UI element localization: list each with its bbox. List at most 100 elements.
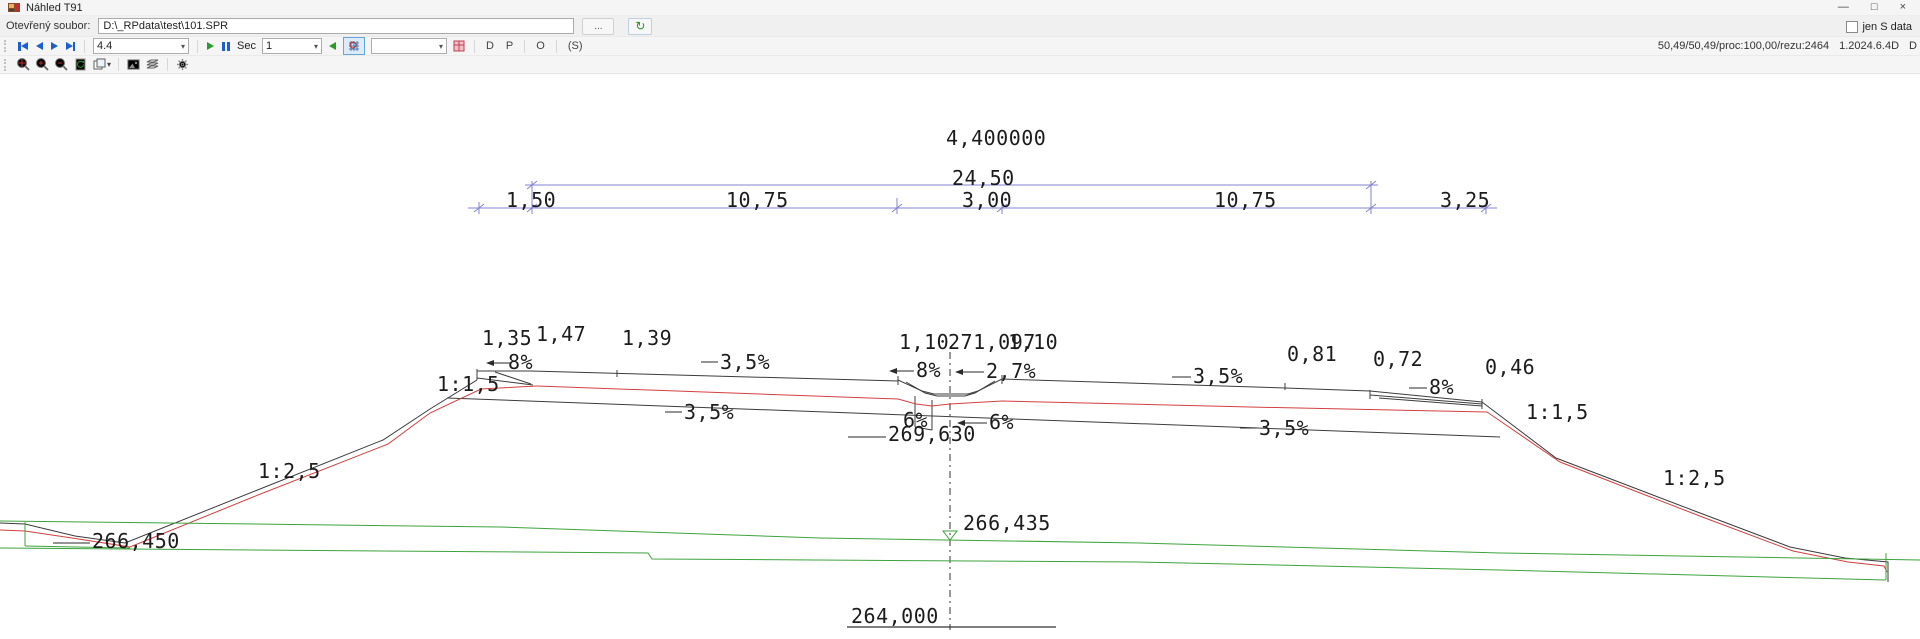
elev-datum: 264,000 <box>851 604 939 628</box>
copy-view-button[interactable] <box>91 57 108 73</box>
settings-button[interactable] <box>174 57 191 73</box>
dim-seg-4: 10,75 <box>1214 188 1277 212</box>
refresh-button[interactable] <box>72 57 89 73</box>
slope-pav-right-bot: 3,5% <box>1259 416 1310 440</box>
table-red-icon-button[interactable] <box>451 38 468 54</box>
terrain-level-marker <box>941 530 959 541</box>
chevron-down-icon: ▾ <box>313 41 318 51</box>
chevron-down-icon: ▾ <box>438 41 443 51</box>
status-version: 1.2024.6.4D <box>1839 40 1900 52</box>
gear-icon <box>177 59 189 70</box>
last-section-button[interactable] <box>65 41 75 51</box>
status-position: 50,49/50,49/proc:100,00/rezu:2464 <box>1657 40 1830 52</box>
dim-seg-2: 10,75 <box>726 188 789 212</box>
slope-drain-right: 6% <box>989 410 1015 434</box>
width-left-a: 1,35 <box>482 326 533 350</box>
dim-seg-5: 3,25 <box>1440 188 1491 212</box>
elev-terrain-axis: 266,435 <box>963 511 1051 535</box>
zoom-extents-icon <box>17 58 30 71</box>
layers-button[interactable] <box>144 57 161 73</box>
reload-button[interactable]: ↻ <box>628 17 653 35</box>
slope-verge-left: 8% <box>508 350 534 374</box>
copy-view-icon <box>93 58 106 70</box>
s-button[interactable]: (S) <box>567 40 583 52</box>
play-button[interactable] <box>207 42 214 50</box>
width-left-b: 1,47 <box>536 322 587 346</box>
toolbar-grip <box>4 58 9 71</box>
refresh-icon <box>75 58 86 71</box>
separator <box>197 39 198 53</box>
separator <box>473 39 475 53</box>
separator <box>84 39 85 53</box>
width-center-right: 1,10 <box>1008 330 1059 354</box>
zoom-out-button[interactable] <box>53 57 70 73</box>
zoom-in-button[interactable] <box>34 57 51 73</box>
minimize-icon[interactable]: — <box>1837 1 1849 13</box>
layers-icon <box>146 59 159 69</box>
open-file-label: Otevřený soubor: <box>6 20 91 32</box>
jen-s-data-checkbox[interactable] <box>1846 21 1859 33</box>
slope-bank-right-up: 1:1,5 <box>1526 400 1589 424</box>
next-section-button[interactable] <box>50 42 58 50</box>
width-left-c: 1,39 <box>622 326 673 350</box>
slope-verge-right: 8% <box>1429 375 1455 399</box>
terrain-green-lines <box>0 520 1920 581</box>
road-outline <box>0 369 1889 582</box>
p-button[interactable]: P <box>505 40 514 52</box>
width-center-left: 1,10 <box>899 330 950 354</box>
design-red-line <box>0 385 1888 573</box>
status-mode: D <box>1909 40 1917 52</box>
slope-cross-center: 2,7% <box>986 359 1037 383</box>
filter-combobox[interactable]: ▾ <box>370 38 447 54</box>
separator <box>555 39 557 53</box>
dimension-ticks <box>473 180 1492 213</box>
step-back-button[interactable] <box>328 42 336 50</box>
view-toolbar: ▾ <box>0 55 1920 74</box>
title-bar: Náhled T91 — □ × <box>0 0 1920 16</box>
o-button[interactable]: O <box>536 40 545 52</box>
separator <box>167 58 169 71</box>
separator <box>118 58 120 71</box>
d-button[interactable]: D <box>485 40 494 52</box>
chevron-down-icon: ▾ <box>180 41 185 51</box>
dim-seg-1: 1,50 <box>506 188 557 212</box>
slope-edge-center: 8% <box>916 358 942 382</box>
slope-pav-right-top: 3,5% <box>1193 364 1244 388</box>
file-bar: Otevřený soubor: ... ↻ jen S data <box>0 16 1920 36</box>
zoom-in-icon <box>36 58 49 71</box>
export-image-button[interactable] <box>125 57 142 73</box>
station-combobox[interactable]: 4.4 ▾ <box>93 38 189 54</box>
slope-pav-left-bot: 3,5% <box>684 400 735 424</box>
close-icon[interactable]: × <box>1899 1 1906 13</box>
app-icon <box>8 3 20 12</box>
slope-bank-right-low: 1:2,5 <box>1663 466 1726 490</box>
prev-section-button[interactable] <box>35 42 43 50</box>
window-title: Náhled T91 <box>26 1 83 14</box>
maximize-icon[interactable]: □ <box>1870 1 1878 13</box>
width-right-a: 0,81 <box>1287 342 1338 366</box>
pause-button[interactable] <box>222 41 230 51</box>
leader-lines <box>53 436 886 544</box>
open-file-path-input[interactable] <box>98 18 575 34</box>
red-table-icon <box>453 40 465 52</box>
dim-seg-3: 3,00 <box>962 188 1013 212</box>
chevron-down-icon[interactable]: ▾ <box>107 60 112 69</box>
width-right-c: 0,46 <box>1485 355 1536 379</box>
dim-total-label: 24,50 <box>952 166 1015 190</box>
zoom-extents-button[interactable] <box>15 57 32 73</box>
sec-combobox[interactable]: 1 ▾ <box>261 38 322 54</box>
grid-view-toggle[interactable] <box>342 37 365 55</box>
separator <box>524 39 526 53</box>
sec-label: Sec <box>237 40 256 52</box>
jen-s-data-label: jen S data <box>1862 21 1912 33</box>
elev-drain: 269,630 <box>888 422 976 446</box>
dimension-lines <box>468 180 1497 214</box>
browse-button[interactable]: ... <box>582 17 615 35</box>
status-readout: 50,49/50,49/proc:100,00/rezu:2464 1.2024… <box>1658 40 1917 52</box>
slope-bank-left-low: 1:2,5 <box>258 459 321 483</box>
zoom-out-icon <box>55 58 68 71</box>
slope-bank-left-up: 1:1,5 <box>437 372 500 396</box>
grid-icon <box>348 41 359 51</box>
first-section-button[interactable] <box>18 41 28 51</box>
